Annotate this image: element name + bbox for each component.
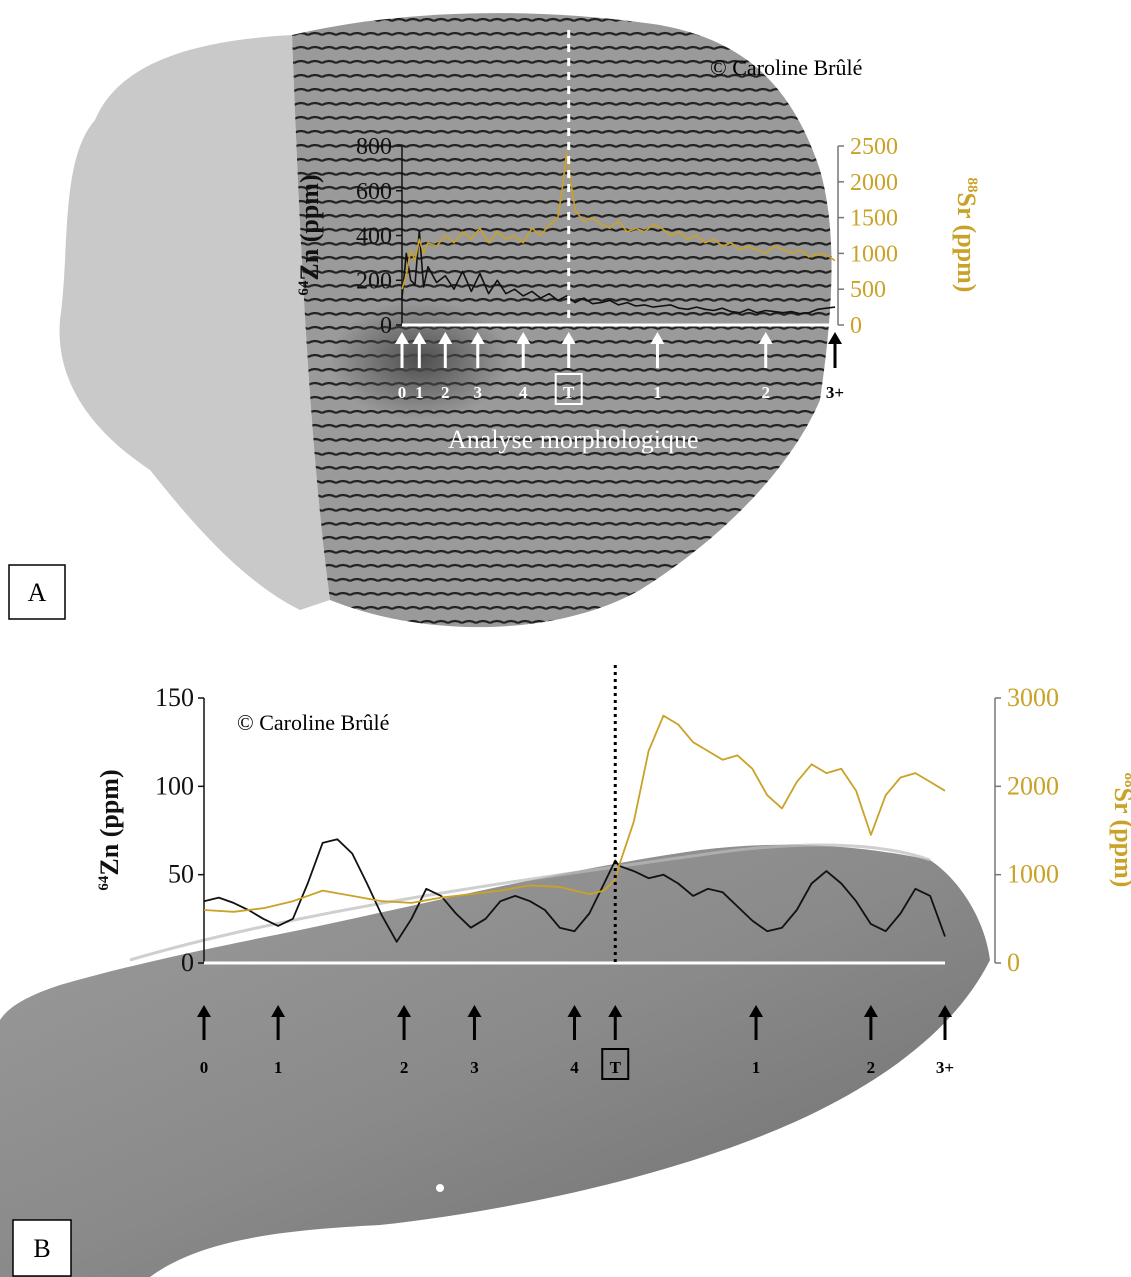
axis-title-superscript: 88 [1121, 773, 1131, 788]
panel-a: 0 200 400 600 800 0 500 1000 1500 2000 2500 64Zn (p… [8, 13, 981, 628]
panel-a-caption: Analyse morphologique [448, 425, 699, 454]
axis-title-superscript: 88 [964, 178, 980, 193]
b-right-axis-title: 88Sr (ppm) [1109, 773, 1131, 888]
b-marker-arrowhead [397, 1005, 412, 1017]
b-right-tick-label: 2000 [1007, 771, 1059, 800]
a-marker-label: 3 [474, 383, 483, 402]
b-marker-label: 2 [400, 1058, 409, 1077]
panel-b-series [203, 714, 946, 943]
scale-ringed-region [292, 13, 832, 628]
a-left-axis-title: 64Zn (ppm) [295, 174, 324, 295]
panel-a-label: A [28, 578, 47, 607]
b-marker-label: T [610, 1058, 622, 1077]
a-marker-label: 4 [519, 383, 528, 402]
otolith-spot [436, 1184, 444, 1192]
b-marker-arrowhead [863, 1005, 878, 1017]
panel-a-axes: 0 200 400 600 800 0 500 1000 1500 2000 2500 64Zn (p… [295, 134, 981, 339]
a-marker-arrowhead [470, 332, 485, 344]
a-marker-arrowhead [516, 332, 531, 344]
a-right-tick-label: 2000 [850, 170, 898, 196]
panel-b-markers: 0 1 2 3 4 T 1 2 3+ [197, 665, 954, 1080]
a-marker-arrowhead [561, 332, 576, 344]
panel-b-label-box [12, 1219, 72, 1277]
a-left-tick-label: 600 [356, 179, 392, 205]
a-right-axis-title: 88Sr (ppm) [952, 178, 981, 293]
a-transition-box [554, 373, 583, 405]
b-marker-label: 0 [200, 1058, 209, 1077]
a-marker-label: T [563, 383, 575, 402]
b-transition-box [601, 1048, 630, 1080]
otolith-upper-edge [129, 843, 931, 962]
a-right-tick-label: 2500 [850, 134, 898, 160]
b-marker-arrowhead [938, 1005, 952, 1017]
panel-b-label: B [33, 1234, 50, 1263]
a-marker-arrowhead [412, 332, 427, 344]
a-marker-label: 0 [398, 383, 407, 402]
b-right-tick-label: 3000 [1007, 683, 1059, 712]
b-marker-label: 3+ [936, 1058, 954, 1077]
axis-title-text: Zn (ppm) [295, 174, 324, 280]
b-marker-arrowhead [749, 1005, 764, 1017]
b-right-tick-label: 1000 [1007, 860, 1059, 889]
panel-b: 0 50 100 150 0 1000 2000 3000 64Zn (ppm) 88Sr (pp… [0, 665, 1131, 1277]
axis-title-superscript: 64 [96, 875, 112, 891]
a-left-tick-label: 800 [356, 134, 392, 160]
a-right-tick-label: 0 [850, 313, 862, 339]
a-series-88sr-line [401, 152, 836, 290]
panel-a-series [401, 152, 836, 315]
b-left-tick-label: 0 [181, 948, 194, 977]
panel-b-axes: 0 50 100 150 0 1000 2000 3000 64Zn (ppm) 88Sr (pp… [95, 683, 1131, 977]
otolith-image [0, 844, 990, 1277]
a-marker-arrowhead [650, 332, 665, 344]
a-series-64zn-line [401, 230, 836, 315]
a-right-tick-label: 500 [850, 277, 886, 303]
b-marker-label: 1 [274, 1058, 283, 1077]
b-marker-label: 2 [867, 1058, 876, 1077]
b-right-tick-label: 0 [1007, 948, 1020, 977]
a-left-tick-label: 0 [380, 313, 392, 339]
b-series-88sr-line [203, 714, 946, 913]
a-right-tick-label: 1000 [850, 241, 898, 267]
axis-title-text: Sr (ppm) [952, 193, 981, 293]
panel-a-markers: 0 1 2 3 4 T 1 2 3+ [395, 30, 844, 405]
axis-title-text: Zn (ppm) [95, 769, 124, 875]
b-marker-label: 3 [470, 1058, 479, 1077]
panel-a-credit: © Caroline Brûlé [710, 55, 862, 80]
axis-title-text: Sr (ppm) [1109, 788, 1131, 888]
a-right-tick-label: 1500 [850, 206, 898, 232]
panel-b-credit: © Caroline Brûlé [237, 710, 389, 735]
a-marker-arrowhead [828, 332, 842, 344]
b-marker-label: 4 [570, 1058, 579, 1077]
a-marker-label: 2 [761, 383, 770, 402]
b-marker-arrowhead [271, 1005, 286, 1017]
scale-light-region [59, 35, 330, 610]
a-marker-label: 1 [415, 383, 424, 402]
a-marker-label: 3+ [826, 383, 844, 402]
a-marker-arrowhead [758, 332, 773, 344]
a-left-tick-label: 200 [356, 268, 392, 294]
b-marker-arrowhead [567, 1005, 582, 1017]
axis-title-superscript: 64 [296, 280, 312, 296]
a-left-tick-label: 400 [356, 224, 392, 250]
b-left-axis-title: 64Zn (ppm) [95, 769, 124, 890]
b-left-tick-label: 100 [155, 771, 194, 800]
b-marker-arrowhead [197, 1005, 211, 1017]
b-marker-arrowhead [608, 1005, 623, 1017]
a-marker-arrowhead [395, 332, 409, 344]
a-marker-label: 2 [441, 383, 450, 402]
b-series-64zn-line [203, 838, 946, 943]
a-marker-arrowhead [438, 332, 453, 344]
b-left-tick-label: 150 [155, 683, 194, 712]
b-marker-arrowhead [467, 1005, 482, 1017]
b-left-tick-label: 50 [168, 860, 194, 889]
a-marker-label: 1 [653, 383, 662, 402]
b-marker-label: 1 [752, 1058, 761, 1077]
panel-a-label-box [8, 564, 66, 620]
